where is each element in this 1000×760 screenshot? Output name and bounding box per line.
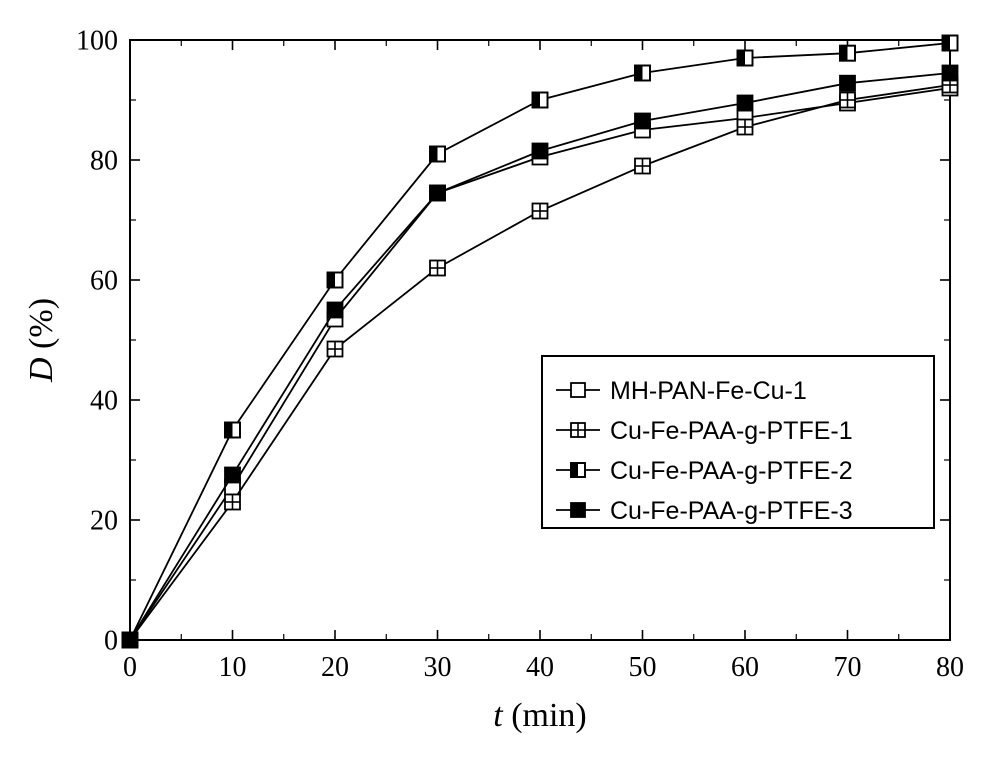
svg-text:30: 30 (424, 652, 452, 683)
series-marker (635, 159, 650, 174)
svg-text:0: 0 (123, 652, 137, 683)
svg-text:10: 10 (219, 652, 247, 683)
legend-label: MH-PAN-Fe-Cu-1 (610, 377, 807, 405)
series-marker (533, 93, 548, 108)
series-marker (225, 495, 240, 510)
svg-text:70: 70 (834, 652, 862, 683)
series-marker (533, 204, 548, 219)
svg-text:80: 80 (936, 652, 964, 683)
svg-text:80: 80 (90, 145, 118, 176)
series-marker (840, 76, 855, 91)
series-marker (225, 423, 240, 438)
series-marker (635, 66, 650, 81)
series-marker (738, 120, 753, 135)
svg-text:40: 40 (526, 652, 554, 683)
svg-text:20: 20 (321, 652, 349, 683)
chart-container: 0 10 20 30 40 50 60 70 80 0 20 40 60 80 100 t (min) D (%… (0, 0, 1000, 760)
series-marker (738, 96, 753, 111)
svg-text:40: 40 (90, 385, 118, 416)
series-marker (430, 186, 445, 201)
x-axis-label: t (min) (493, 697, 587, 734)
svg-text:20: 20 (90, 505, 118, 536)
line-chart: 0 10 20 30 40 50 60 70 80 0 20 40 60 80 100 t (min) D (%… (0, 0, 1000, 760)
series-marker (840, 46, 855, 61)
series-marker (430, 147, 445, 162)
series-marker (430, 261, 445, 276)
series-marker (738, 51, 753, 66)
legend-label: Cu-Fe-PAA-g-PTFE-1 (610, 417, 853, 445)
series-marker (225, 468, 240, 483)
svg-text:60: 60 (731, 652, 759, 683)
svg-text:50: 50 (629, 652, 657, 683)
series-marker (328, 342, 343, 357)
series-marker (533, 144, 548, 159)
series-marker (840, 93, 855, 108)
svg-text:100: 100 (76, 25, 118, 56)
legend-label: Cu-Fe-PAA-g-PTFE-3 (610, 497, 853, 525)
y-axis-label: D (%) (23, 298, 60, 383)
legend-label: Cu-Fe-PAA-g-PTFE-2 (610, 457, 853, 485)
series-marker (328, 303, 343, 318)
series-marker (943, 66, 958, 81)
legend: MH-PAN-Fe-Cu-1 Cu-Fe-PAA-g-PTFE-1 Cu-Fe-PA… (542, 356, 934, 528)
series-marker (328, 273, 343, 288)
series-marker (123, 633, 138, 648)
svg-text:0: 0 (104, 625, 118, 656)
series-marker (635, 114, 650, 129)
svg-text:60: 60 (90, 265, 118, 296)
series-marker (943, 36, 958, 51)
